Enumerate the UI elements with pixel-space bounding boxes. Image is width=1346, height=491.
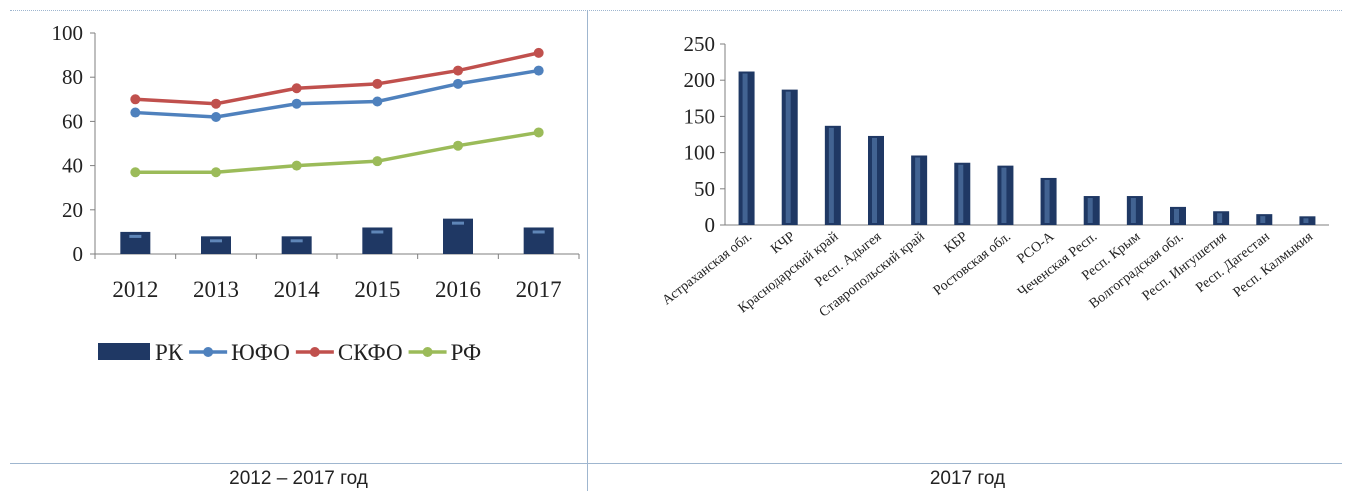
right-caption: 2017 год xyxy=(929,468,1006,489)
y-tick-label: 40 xyxy=(62,154,83,178)
y-tick-label: 60 xyxy=(62,109,83,133)
point-line-ufo xyxy=(291,98,302,109)
bar-highlight xyxy=(1174,208,1179,223)
point-line-skfo xyxy=(291,83,302,94)
bar-highlight xyxy=(828,127,834,223)
bar-highlight xyxy=(532,230,545,234)
x-tick-label: Астраханская обл. xyxy=(660,229,755,308)
y-tick-label: 200 xyxy=(684,68,716,92)
caption-border xyxy=(10,463,1342,464)
legend-label: СКФО xyxy=(338,340,403,365)
point-line-rf xyxy=(372,156,383,167)
y-tick-label: 80 xyxy=(62,65,83,89)
point-line-rf xyxy=(453,140,463,151)
point-line-ufo xyxy=(211,111,221,122)
x-tick-label: 2014 xyxy=(274,277,321,302)
bar-rk xyxy=(201,236,231,254)
bar-highlight xyxy=(1044,179,1050,223)
y-tick-label: 50 xyxy=(694,177,715,201)
x-tick-label: 2015 xyxy=(354,277,400,302)
legend-marker xyxy=(422,347,433,357)
point-line-ufo xyxy=(453,78,463,89)
legend-label: ЮФО xyxy=(231,340,290,365)
bar-highlight xyxy=(129,234,142,238)
x-tick-label: КБР xyxy=(942,229,971,256)
legend-swatch-rk xyxy=(98,343,150,360)
x-tick-label: 2012 xyxy=(112,277,158,302)
y-tick-label: 150 xyxy=(684,104,716,128)
point-line-skfo xyxy=(533,47,544,58)
left-chart: 0 20 40 60 80 100 2012 2013 2014 2015 2016 2017 РК ЮФ… xyxy=(52,21,580,365)
panel-divider xyxy=(587,10,588,491)
legend-marker xyxy=(309,347,320,357)
bar-highlight xyxy=(290,239,303,243)
point-line-skfo xyxy=(211,98,221,109)
x-tick-label: 2016 xyxy=(435,277,481,302)
left-caption: 2012 – 2017 год xyxy=(229,468,368,489)
bar-highlight xyxy=(1087,198,1093,223)
bar-highlight xyxy=(872,137,877,223)
bar-highlight xyxy=(958,164,964,223)
bar-highlight xyxy=(785,91,791,223)
x-tick-label: КЧР xyxy=(768,229,798,257)
x-tick-label: Ростовская обл. xyxy=(931,229,1014,298)
x-tick-label: Респ. Калмыкия xyxy=(1231,229,1317,300)
y-tick-label: 100 xyxy=(684,141,716,165)
point-line-ufo xyxy=(533,65,544,76)
x-tick-label: 2017 xyxy=(516,277,562,302)
point-line-skfo xyxy=(372,78,383,89)
y-tick-label: 250 xyxy=(684,32,716,56)
bar-highlight xyxy=(742,73,748,224)
point-line-rf xyxy=(211,167,221,178)
legend-marker xyxy=(203,347,214,357)
bar-rk xyxy=(120,231,151,254)
bar-highlight xyxy=(915,157,921,223)
bar-highlight xyxy=(210,239,222,243)
line-ufo xyxy=(135,68,539,119)
y-tick-label: 20 xyxy=(62,198,83,222)
bar-highlight xyxy=(1260,216,1266,223)
point-line-ufo xyxy=(130,107,141,118)
bar-highlight xyxy=(1303,218,1309,223)
bar-highlight xyxy=(1217,213,1223,223)
y-tick-label: 0 xyxy=(705,213,716,237)
bar-highlight xyxy=(452,221,464,225)
x-tick-label: 2013 xyxy=(193,277,239,302)
y-tick-label: 0 xyxy=(73,242,84,266)
point-line-ufo xyxy=(372,96,383,107)
bar-highlight xyxy=(371,230,384,234)
bar-highlight xyxy=(1130,198,1136,223)
legend-label: РК xyxy=(155,340,184,365)
point-line-skfo xyxy=(453,65,463,76)
y-tick-label: 100 xyxy=(52,21,84,45)
point-line-skfo xyxy=(130,94,141,105)
point-line-rf xyxy=(291,160,302,171)
top-border xyxy=(10,10,1342,11)
legend-label: РФ xyxy=(451,340,482,365)
point-line-rf xyxy=(130,167,141,178)
line-skfo xyxy=(135,51,540,106)
point-line-rf xyxy=(533,127,544,138)
line-rf xyxy=(135,130,539,174)
bar-rk xyxy=(281,236,312,254)
bar-highlight xyxy=(1001,167,1007,223)
